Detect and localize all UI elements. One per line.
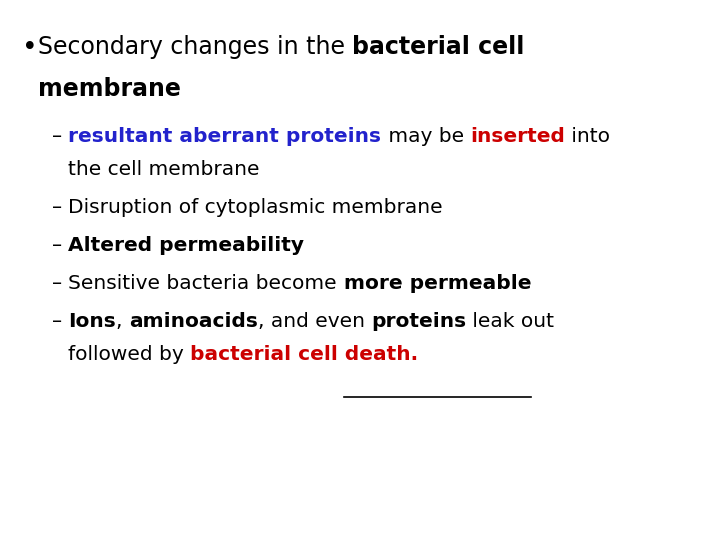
Text: bacterial cell: bacterial cell <box>353 35 525 59</box>
Text: proteins: proteins <box>372 312 467 331</box>
Text: followed by: followed by <box>68 345 190 364</box>
Text: resultant aberrant proteins: resultant aberrant proteins <box>68 127 382 146</box>
Text: Secondary changes in the: Secondary changes in the <box>38 35 353 59</box>
Text: inserted: inserted <box>470 127 565 146</box>
Text: –: – <box>52 236 68 255</box>
Text: •: • <box>22 35 37 61</box>
Text: more permeable: more permeable <box>343 274 531 293</box>
Text: Sensitive bacteria become: Sensitive bacteria become <box>68 274 343 293</box>
Text: –: – <box>52 312 68 331</box>
Text: the cell membrane: the cell membrane <box>68 160 259 179</box>
Text: , and even: , and even <box>258 312 372 331</box>
Text: leak out: leak out <box>467 312 554 331</box>
Text: Ions: Ions <box>68 312 116 331</box>
Text: –: – <box>52 127 68 146</box>
Text: Disruption of cytoplasmic membrane: Disruption of cytoplasmic membrane <box>68 198 443 217</box>
Text: into: into <box>565 127 610 146</box>
Text: membrane: membrane <box>38 77 181 101</box>
Text: bacterial cell death.: bacterial cell death. <box>190 345 418 364</box>
Text: –: – <box>52 198 68 217</box>
Text: aminoacids: aminoacids <box>129 312 258 331</box>
Text: may be: may be <box>382 127 470 146</box>
Text: –: – <box>52 274 68 293</box>
Text: Altered permeability: Altered permeability <box>68 236 305 255</box>
Text: ,: , <box>116 312 129 331</box>
